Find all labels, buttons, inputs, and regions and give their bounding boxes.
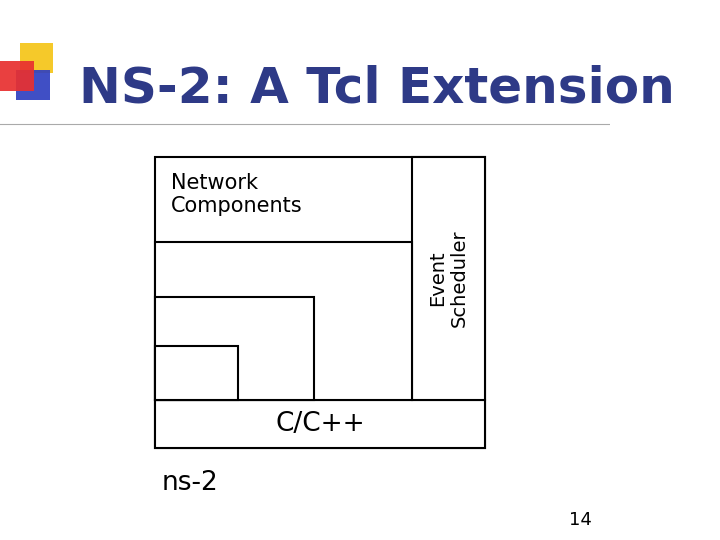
Text: Event
Scheduler: Event Scheduler xyxy=(428,230,469,327)
Text: Tcl: Tcl xyxy=(181,361,212,385)
Text: C/C++: C/C++ xyxy=(275,411,365,437)
Bar xyxy=(156,157,485,448)
Text: Network
Components: Network Components xyxy=(171,173,302,216)
Bar xyxy=(156,400,485,448)
Bar xyxy=(17,70,50,100)
Bar xyxy=(19,43,53,73)
Bar xyxy=(156,297,314,400)
Bar xyxy=(412,157,485,400)
Text: NS-2: A Tcl Extension: NS-2: A Tcl Extension xyxy=(79,65,675,113)
Text: ns-2: ns-2 xyxy=(161,470,218,496)
Text: TclCL: TclCL xyxy=(292,265,352,288)
Bar xyxy=(156,346,238,400)
Bar xyxy=(156,241,412,400)
Text: 14: 14 xyxy=(569,511,591,529)
Bar xyxy=(0,61,34,91)
Text: OTcl: OTcl xyxy=(226,318,275,342)
